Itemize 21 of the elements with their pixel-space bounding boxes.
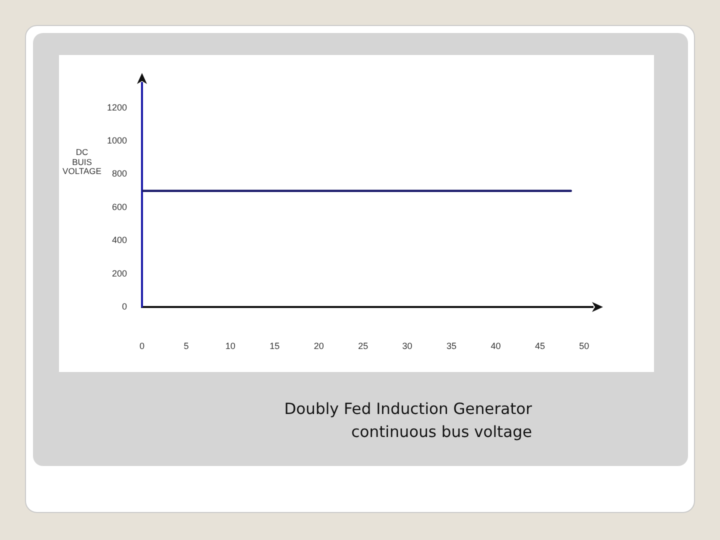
y-tick-label: 200 (112, 268, 127, 278)
x-tick-label: 30 (402, 340, 412, 351)
x-tick-label: 0 (139, 340, 145, 351)
x-tick-label: 45 (534, 340, 545, 351)
text: Doubly Fed Induction Generator (283, 399, 532, 420)
text: continuous bus voltage (350, 422, 532, 443)
y-tick-label: 0 (122, 301, 127, 312)
y-tick-label: 600 (112, 202, 127, 212)
y-tick-label: 800 (112, 168, 127, 179)
y-tick-label: 1000 (106, 136, 127, 146)
x-tick-label: 5 (184, 340, 189, 351)
x-tick-label: 40 (490, 340, 501, 351)
x-tick-label: 35 (446, 340, 457, 351)
y-tick-label: 1200 (106, 102, 127, 112)
x-tick-label: 25 (358, 340, 368, 351)
y-tick-label: 400 (112, 235, 127, 246)
x-tick-label: 10 (225, 340, 236, 351)
x-tick-label: 20 (314, 340, 324, 351)
x-tick-label: 15 (270, 340, 280, 351)
y-axis-title: DC BUIS VOLTAGE (62, 147, 102, 176)
x-tick-label: 50 (579, 340, 590, 351)
